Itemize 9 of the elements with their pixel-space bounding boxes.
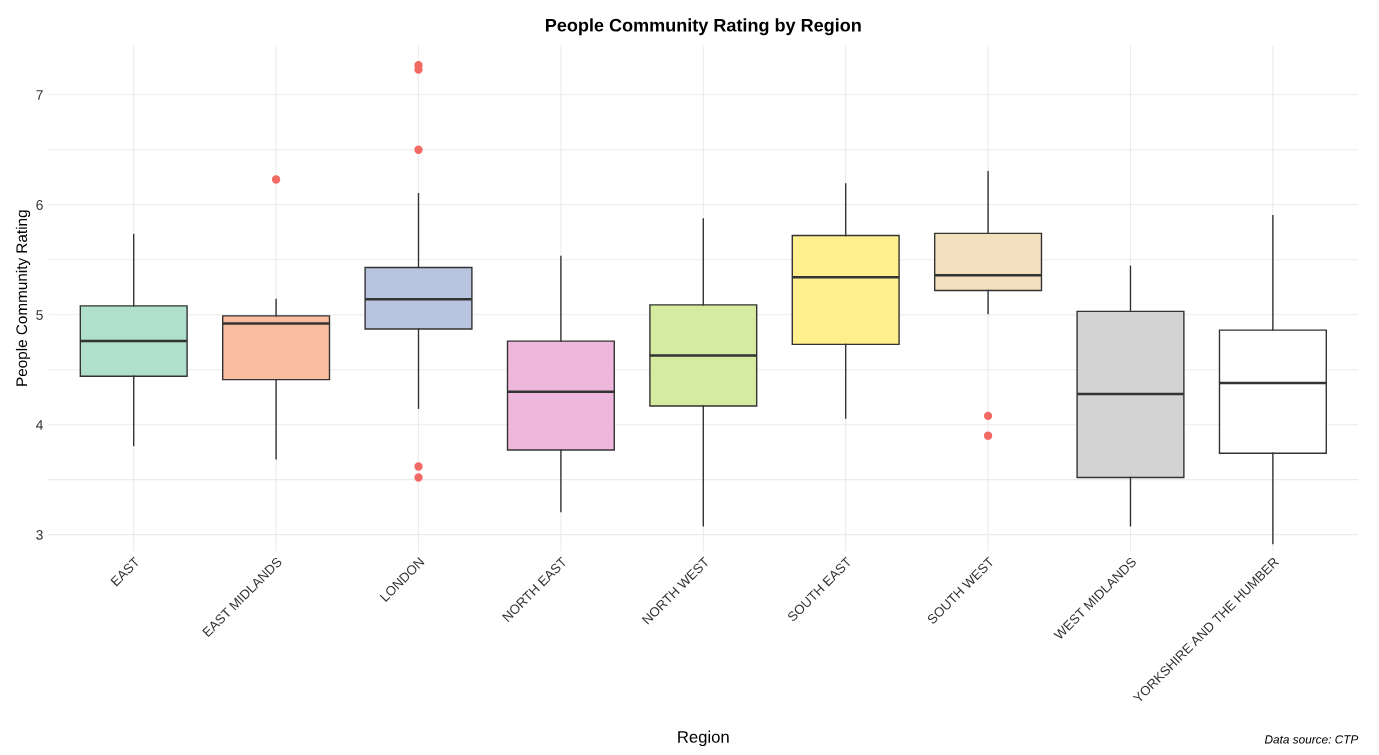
source-note: Data source: CTP [1264,735,1359,744]
y-tick-label: 6 [36,200,43,210]
y-tick-label: 5 [36,310,43,320]
y-tick-label: 4 [36,420,43,430]
y-tick-label: 3 [36,529,43,540]
y-axis-title: People Community Rating [15,210,31,386]
y-tick-label: 7 [36,90,43,100]
chart-title: People Community Rating by Region [546,18,861,36]
x-axis-title: Region [678,730,729,747]
